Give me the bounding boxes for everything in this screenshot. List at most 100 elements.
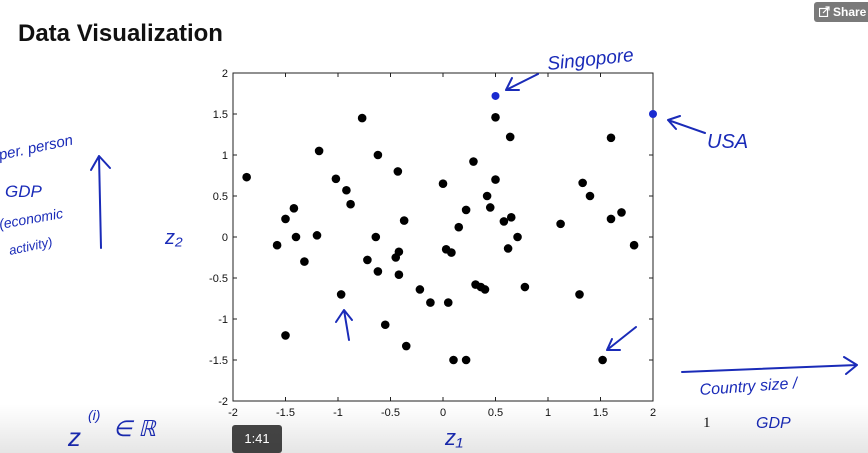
data-point [357, 113, 367, 123]
z-vector-superscript: (i) [88, 407, 100, 423]
data-point [491, 112, 500, 122]
data-point [399, 216, 409, 225]
data-point [461, 205, 471, 215]
bottom-point-arrow [606, 326, 637, 351]
share-icon [819, 6, 830, 17]
axis-tick-labels: -2 -1.5 -1 -0.5 0 0.5 1 1.5 2 -2 -1.5 -1 -0.5 0 0.5 1 1.… [209, 68, 656, 419]
handwritten-annotations [90, 73, 858, 375]
z-vector-symbol: z [67, 422, 81, 452]
data-point [291, 232, 301, 242]
y-tick-label: 0 [222, 232, 228, 244]
z2-label: z₂ [164, 227, 183, 249]
z1-label: z₁ [444, 425, 463, 450]
y-tick-label: -1 [218, 314, 228, 326]
x-tick-label: 1.5 [593, 407, 608, 419]
data-point [556, 219, 565, 229]
share-button[interactable]: Share [814, 2, 868, 22]
data-point [373, 150, 383, 160]
y-tick-label: 0.5 [213, 191, 228, 203]
usa-annotation: USA [707, 131, 748, 153]
data-point [629, 240, 639, 250]
data-point [312, 231, 322, 240]
data-point [606, 133, 616, 143]
data-point [331, 174, 341, 184]
x-tick-label: 1 [545, 407, 551, 419]
z-vector-set: ∈ ℝ [113, 416, 157, 441]
y-tick-label: -0.5 [209, 273, 228, 285]
y-note-line1: per. person [0, 132, 75, 164]
data-point [363, 255, 372, 265]
data-point [513, 232, 522, 242]
data-point [314, 146, 324, 156]
data-point [242, 172, 251, 182]
x-tick-label: 2 [650, 407, 656, 419]
x-note-line2: GDP [756, 415, 791, 432]
x-tick-label: -1.5 [276, 407, 295, 419]
x-tick-label: 0 [440, 407, 446, 419]
data-point [346, 199, 355, 209]
data-point [380, 320, 390, 330]
data-point [491, 175, 500, 184]
y-note-line4: activity) [8, 234, 54, 258]
data-point [449, 355, 458, 365]
data-point [426, 298, 435, 307]
x-tick-label: -0.5 [381, 407, 400, 419]
data-point [575, 290, 584, 299]
outlier-arrow [335, 309, 353, 341]
data-point [617, 208, 626, 217]
y-tick-label: 1.5 [213, 109, 228, 121]
x-tick-label: -1 [333, 407, 343, 419]
data-point [281, 331, 290, 340]
y-tick-label: 1 [222, 150, 228, 162]
data-point [394, 247, 404, 257]
data-point [480, 285, 490, 294]
data-point [578, 178, 587, 188]
y-tick-label: -2 [218, 396, 228, 408]
data-point [454, 222, 464, 232]
data-point [506, 213, 516, 222]
data-point [300, 257, 309, 266]
axis-ticks [232, 72, 654, 402]
data-point [373, 267, 383, 276]
y-tick-label: -1.5 [209, 355, 228, 367]
highlighted-data-point [491, 91, 500, 100]
data-point [342, 185, 351, 195]
data-point [469, 157, 478, 166]
data-point [371, 232, 381, 242]
data-point [415, 285, 425, 294]
slide-page-number: 1 [703, 415, 711, 431]
highlighted-data-point [649, 110, 657, 118]
singapore-annotation: Singopore [546, 45, 634, 75]
x-tick-label: -2 [228, 407, 238, 419]
y-note-line2: GDP [5, 182, 43, 201]
x-note-line1: Country size / [699, 375, 799, 399]
singapore-arrow [505, 73, 539, 91]
data-point [585, 191, 595, 201]
data-point [461, 355, 471, 365]
data-point [447, 248, 456, 257]
data-point [401, 341, 411, 351]
data-point [336, 290, 346, 299]
data-point [505, 132, 515, 142]
slide-title: Data Visualization [18, 20, 223, 46]
data-points [242, 91, 657, 365]
x-tick-label: 0.5 [488, 407, 503, 419]
data-point [394, 270, 404, 280]
data-point [281, 214, 290, 224]
data-point [272, 240, 282, 250]
data-point [598, 355, 607, 365]
data-point [503, 244, 513, 253]
y-axis-note-arrow [90, 155, 111, 249]
video-timestamp[interactable]: 1:41 [232, 425, 282, 453]
data-point [289, 204, 299, 213]
usa-arrow [667, 115, 706, 134]
share-label: Share [833, 5, 867, 19]
data-point [499, 217, 509, 226]
data-point [606, 214, 616, 224]
x-axis-note-arrow [681, 356, 858, 375]
data-point [393, 167, 403, 176]
data-point [482, 191, 492, 201]
y-tick-label: 2 [222, 68, 228, 80]
